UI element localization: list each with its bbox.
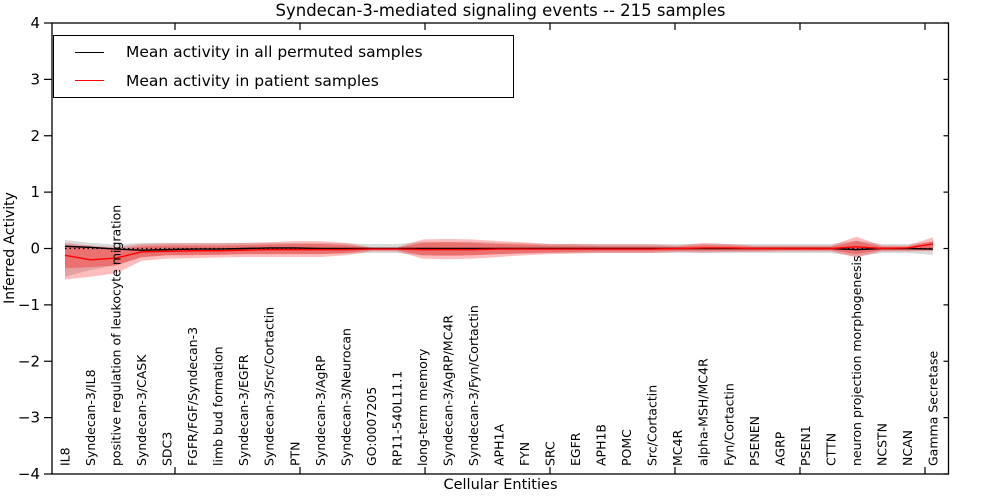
x-category-label: CTTN (823, 433, 838, 466)
x-category-label: PSENEN (747, 416, 762, 466)
x-category-label: Syndecan-3/Src/Cortactin (262, 307, 277, 466)
x-category-label: Syndecan-3/AgRP/MC4R (440, 315, 455, 466)
x-axis-label: Cellular Entities (443, 477, 558, 493)
x-category-label: NCSTN (874, 423, 889, 466)
x-category-label: POMC (619, 429, 634, 466)
x-category-label: neuron projection morphogenesis (849, 255, 864, 466)
y-tick-label: −4 (18, 465, 40, 483)
x-category-label: IL8 (58, 447, 73, 466)
x-category-label: PTN (287, 441, 302, 466)
x-category-label: NCAN (900, 430, 915, 466)
legend: Mean activity in all permuted samples Me… (53, 35, 514, 98)
legend-item-permuted: Mean activity in all permuted samples (54, 38, 513, 66)
x-category-label: alpha-MSH/MC4R (696, 358, 711, 466)
patient-mean-line (64, 243, 934, 261)
x-category-label: Syndecan-3/EGFR (236, 354, 251, 466)
y-tick-label: 1 (30, 183, 40, 201)
x-category-label: Syndecan-3/Neurocan (338, 328, 353, 466)
x-category-label: Gamma Secretase (926, 351, 941, 466)
x-category-label: positive regulation of leukocyte migrati… (109, 205, 124, 466)
x-category-label: EGFR (568, 432, 583, 466)
legend-label-patient: Mean activity in patient samples (126, 71, 379, 90)
y-axis-label: Inferred Activity (2, 192, 18, 304)
y-tick-label: 4 (30, 14, 40, 32)
x-category-label: SRC (543, 441, 558, 466)
x-category-label: Syndecan-3/IL8 (83, 369, 98, 466)
patient-line-sample-icon (75, 80, 104, 82)
chart-title: Syndecan-3-mediated signaling events -- … (275, 1, 726, 20)
x-category-label: limb bud formation (211, 346, 226, 466)
x-category-label: Src/Cortactin (645, 385, 660, 466)
y-tick-label: −2 (18, 352, 40, 370)
permuted-line-sample-icon (75, 51, 104, 53)
x-category-label: APH1A (492, 424, 507, 466)
x-category-label: RP11-540L11.1 (389, 371, 404, 466)
x-category-label: FGFR/FGF/Syndecan-3 (185, 327, 200, 466)
x-category-label: FYN (517, 442, 532, 466)
legend-label-permuted: Mean activity in all permuted samples (126, 43, 423, 62)
x-category-label: APH1B (594, 424, 609, 466)
y-tick-label: −3 (18, 409, 40, 427)
x-category-label: SDC3 (160, 432, 175, 466)
x-category-label: GO:0007205 (364, 387, 379, 466)
x-category-label: MC4R (670, 430, 685, 466)
legend-item-patient: Mean activity in patient samples (54, 67, 513, 95)
y-tick-label: 3 (30, 70, 40, 88)
x-category-label: Fyn/Cortactin (721, 383, 736, 466)
x-category-label: Syndecan-3/Fyn/Cortactin (466, 305, 481, 466)
x-category-label: Syndecan-3/CASK (134, 354, 149, 466)
x-category-label: AGRP (772, 431, 787, 466)
x-category-label: PSEN1 (798, 425, 813, 466)
y-tick-label: 2 (30, 127, 40, 145)
y-tick-label: −1 (18, 296, 40, 314)
y-tick-label: 0 (30, 240, 40, 258)
x-category-label: long-term memory (415, 348, 430, 466)
x-category-label: Syndecan-3/AgRP (313, 355, 328, 466)
